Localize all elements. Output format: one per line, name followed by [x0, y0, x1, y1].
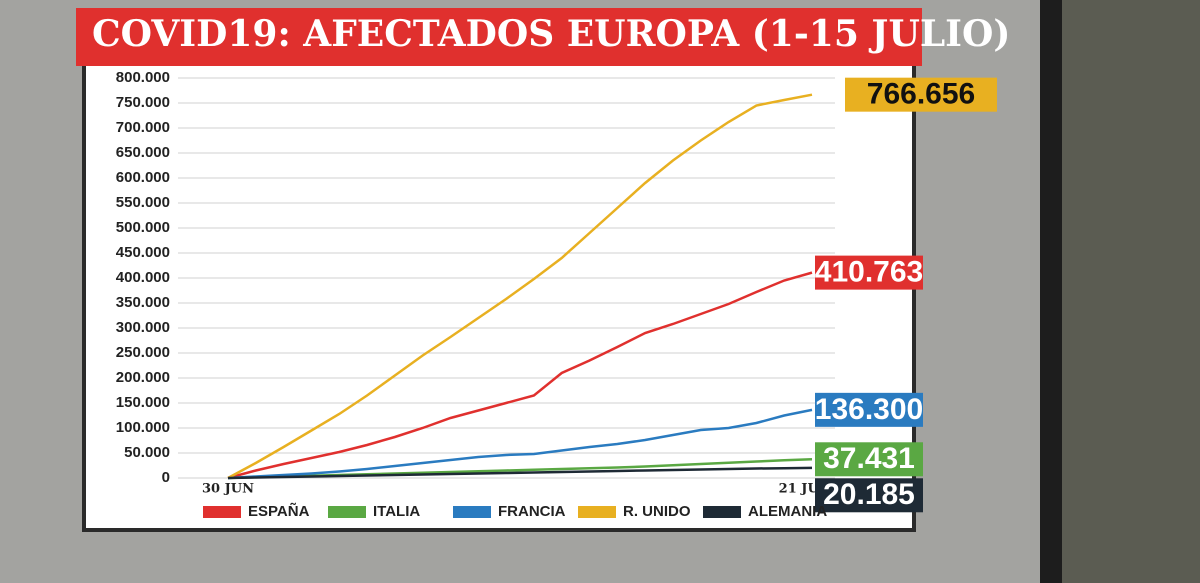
screen-frame [1040, 0, 1062, 583]
title-bar [76, 8, 922, 66]
legend-label: ALEMANIA [748, 503, 827, 520]
y-tick-label: 800.000 [116, 69, 170, 86]
y-tick-label: 450.000 [116, 244, 170, 261]
panel [86, 64, 912, 528]
y-tick-label: 600.000 [116, 169, 170, 186]
y-tick-label: 300.000 [116, 319, 170, 336]
y-tick-label: 200.000 [116, 369, 170, 386]
value-label-box [815, 478, 923, 513]
legend-swatch [703, 506, 741, 518]
value-label: 766.656 [867, 78, 975, 111]
y-tick-label: 350.000 [116, 294, 170, 311]
legend-label: FRANCIA [498, 503, 566, 520]
value-label: 37.431 [823, 442, 915, 475]
value-label: 136.300 [815, 393, 923, 426]
value-label: 20.185 [823, 478, 915, 511]
value-label-box [845, 77, 997, 112]
series-line [227, 93, 813, 480]
legend-label: R. UNIDO [623, 503, 691, 520]
legend-swatch [328, 506, 366, 518]
value-label-box [815, 255, 923, 290]
value-label-box [815, 392, 923, 427]
value-label-box [815, 442, 923, 477]
y-tick-label: 550.000 [116, 194, 170, 211]
screen-edge [1050, 0, 1200, 583]
series-line [227, 408, 813, 480]
y-tick-label: 700.000 [116, 119, 170, 136]
y-tick-label: 250.000 [116, 344, 170, 361]
y-tick-label: 750.000 [116, 94, 170, 111]
y-tick-label: 0 [162, 469, 170, 486]
value-label: 410.763 [815, 256, 923, 289]
x-tick-label: 30 JUN [202, 482, 254, 497]
y-tick-label: 150.000 [116, 394, 170, 411]
legend-label: ITALIA [373, 503, 420, 520]
y-tick-label: 650.000 [116, 144, 170, 161]
y-tick-label: 500.000 [116, 219, 170, 236]
legend-swatch [203, 506, 241, 518]
chart-title: COVID19: AFECTADOS EUROPA (1-15 JULIO) [92, 13, 1010, 55]
legend-swatch [578, 506, 616, 518]
y-tick-label: 400.000 [116, 269, 170, 286]
y-tick-label: 100.000 [116, 419, 170, 436]
y-tick-label: 50.000 [124, 444, 170, 461]
series-line [227, 466, 813, 480]
series-line [227, 271, 813, 480]
legend-label: ESPAÑA [248, 502, 310, 520]
legend-swatch [453, 506, 491, 518]
